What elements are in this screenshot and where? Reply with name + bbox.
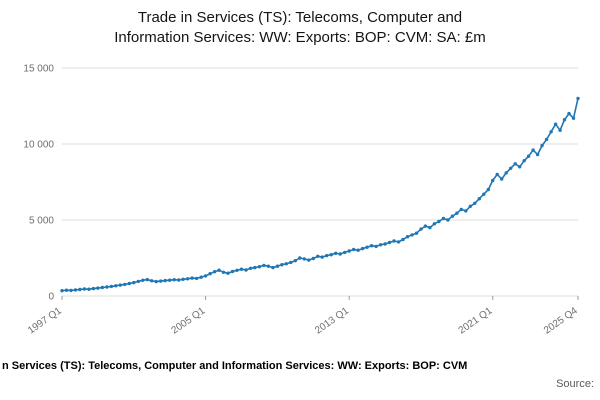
svg-text:2025 Q4: 2025 Q4 (542, 305, 580, 336)
svg-text:2013 Q1: 2013 Q1 (313, 305, 351, 336)
footer-caption: n Services (TS): Telecoms, Computer and … (2, 360, 468, 372)
svg-text:2021 Q1: 2021 Q1 (457, 305, 495, 336)
svg-text:1997 Q1: 1997 Q1 (26, 305, 64, 336)
chart-title: Trade in Services (TS): Telecoms, Comput… (0, 8, 600, 49)
chart-title-line1: Trade in Services (TS): Telecoms, Comput… (137, 9, 463, 26)
svg-text:15 000: 15 000 (23, 64, 54, 75)
svg-text:10 000: 10 000 (23, 140, 54, 151)
svg-text:0: 0 (48, 292, 54, 303)
chart-area: 0 5 000 10 000 15 000 1997 Q1 2005 Q1 2013 Q1 2… (0, 54, 600, 346)
timeseries-line-chart: 0 5 000 10 000 15 000 1997 Q1 2005 Q1 2013 Q1 2… (23, 64, 580, 337)
svg-text:5 000: 5 000 (29, 216, 54, 227)
chart-title-line2: Information Services: WW: Exports: BOP: … (114, 29, 486, 47)
svg-text:2005 Q1: 2005 Q1 (170, 305, 208, 336)
source-label: Source: (556, 378, 594, 390)
